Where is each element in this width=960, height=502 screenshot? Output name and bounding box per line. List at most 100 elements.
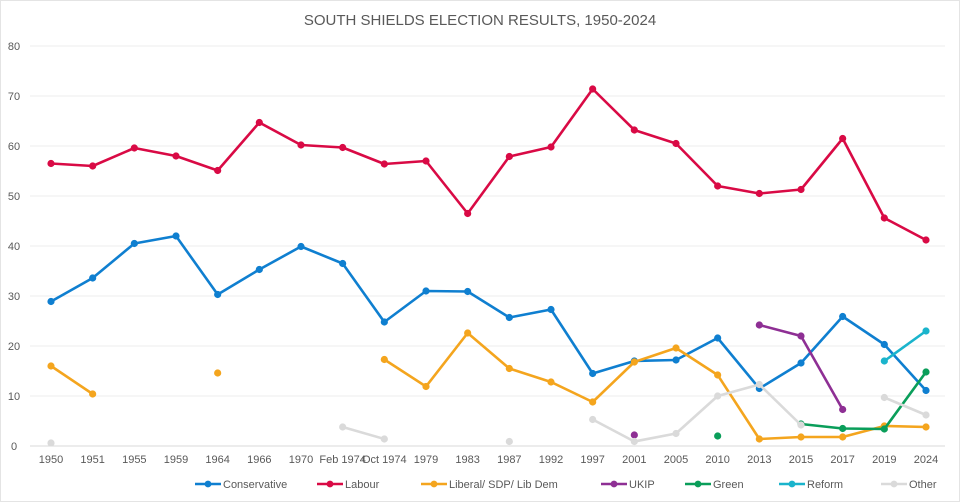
series-line: [383, 331, 927, 441]
legend-label: Green: [713, 479, 744, 491]
legend-marker: [694, 480, 702, 488]
y-tick-label: 50: [8, 191, 20, 203]
legend-item: Conservative: [195, 479, 287, 491]
data-point: [672, 344, 680, 352]
legend-item: UKIP: [601, 479, 655, 491]
legend-marker: [326, 480, 334, 488]
data-point: [380, 355, 388, 364]
data-point: [380, 435, 388, 443]
x-tick-label: 1964: [205, 454, 229, 466]
data-point: [47, 439, 55, 447]
x-tick-label: 1959: [164, 454, 188, 466]
data-point: [589, 85, 597, 93]
data-point: [130, 144, 138, 152]
series-line: [883, 329, 927, 363]
data-point: [464, 209, 472, 218]
data-point: [922, 327, 930, 335]
data-point: [714, 392, 722, 400]
legend-marker: [430, 480, 438, 488]
data-point: [380, 160, 388, 168]
data-point: [714, 334, 722, 342]
series-green: [714, 368, 930, 440]
data-point: [797, 433, 805, 441]
data-point: [214, 290, 222, 299]
x-tick-label: 1970: [289, 454, 313, 466]
x-tick-label: 2001: [622, 454, 646, 466]
x-tick-label: 1979: [414, 454, 438, 466]
data-point: [714, 371, 722, 379]
x-tick-label: Oct 1974: [362, 454, 407, 466]
data-point: [172, 152, 180, 160]
data-point: [630, 431, 638, 439]
x-tick-label: 1983: [455, 454, 479, 466]
x-tick-label: Feb 1974: [319, 454, 365, 466]
data-point: [505, 313, 513, 322]
y-tick-label: 60: [8, 141, 20, 153]
legend-label: UKIP: [629, 479, 655, 491]
data-point: [339, 423, 347, 431]
data-point: [922, 236, 930, 244]
legend-marker: [204, 480, 212, 488]
x-tick-label: 2015: [789, 454, 813, 466]
data-point: [214, 166, 222, 175]
data-point: [255, 265, 263, 274]
data-point: [630, 437, 638, 446]
data-point: [880, 340, 888, 349]
data-point: [922, 386, 930, 395]
legend-item: Other: [881, 479, 937, 491]
data-point: [880, 357, 888, 365]
series-line: [50, 87, 927, 242]
legend-label: Reform: [807, 479, 843, 491]
data-point: [672, 356, 680, 364]
legend-label: Liberal/ SDP/ Lib Dem: [449, 479, 558, 491]
legend-item: Green: [685, 479, 744, 491]
data-point: [755, 380, 763, 389]
x-tick-label: 2019: [872, 454, 896, 466]
data-point: [672, 139, 680, 148]
legend-item: Liberal/ SDP/ Lib Dem: [421, 479, 558, 491]
data-point: [547, 378, 555, 386]
data-point: [839, 405, 847, 414]
data-point: [505, 364, 513, 373]
legend-item: Reform: [779, 479, 843, 491]
y-tick-label: 20: [8, 341, 20, 353]
data-point: [464, 287, 472, 296]
data-point: [47, 362, 55, 370]
data-point: [422, 287, 430, 295]
series-ukip: [630, 321, 847, 439]
x-tick-label: 1950: [39, 454, 63, 466]
series-line: [592, 383, 802, 443]
data-point: [297, 141, 305, 149]
data-point: [422, 157, 430, 165]
data-point: [130, 239, 138, 248]
data-point: [505, 152, 513, 161]
data-point: [755, 189, 763, 198]
legend-marker: [788, 480, 796, 488]
x-tick-label: 2013: [747, 454, 771, 466]
x-tick-label: 1955: [122, 454, 146, 466]
data-point: [47, 159, 55, 168]
legend-label: Other: [909, 479, 937, 491]
data-point: [880, 425, 888, 433]
data-point: [464, 329, 472, 337]
y-tick-label: 70: [8, 91, 20, 103]
data-point: [589, 369, 597, 378]
data-point: [547, 143, 555, 151]
data-point: [922, 423, 930, 431]
series-liberal-sdp-lib-dem: [47, 329, 930, 443]
series-labour: [47, 85, 930, 244]
series-conservative: [47, 232, 930, 395]
series-line: [342, 425, 385, 441]
data-point: [755, 435, 763, 443]
x-tick-label: 1987: [497, 454, 521, 466]
x-tick-label: 2010: [705, 454, 729, 466]
legend-item: Labour: [317, 479, 380, 491]
data-point: [839, 433, 847, 441]
series-other: [47, 380, 930, 447]
data-point: [214, 369, 222, 377]
series-reform: [880, 327, 930, 365]
x-tick-label: 2017: [830, 454, 854, 466]
data-point: [89, 162, 97, 170]
data-point: [714, 432, 722, 440]
